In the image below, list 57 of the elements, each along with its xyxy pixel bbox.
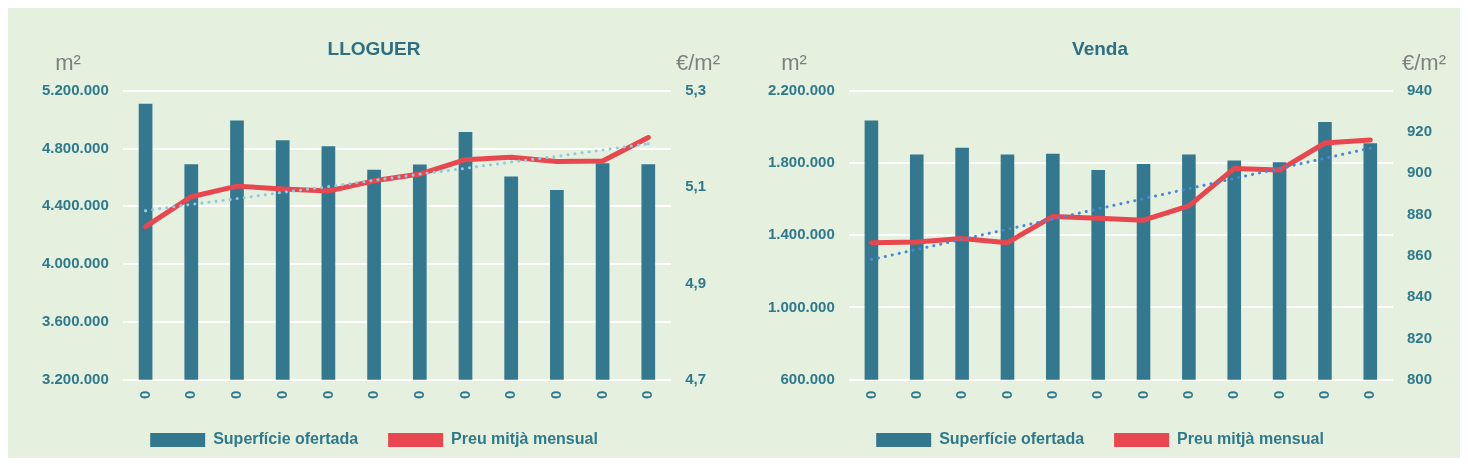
- y2-tick-label: 860: [1406, 246, 1432, 263]
- x-tick-label: 0: [181, 390, 199, 399]
- x-tick-label: 0: [409, 390, 427, 399]
- x-tick-label: 0: [952, 390, 970, 399]
- x-tick-label: 0: [1360, 390, 1378, 399]
- y2-tick-label: 820: [1406, 328, 1432, 346]
- x-tick-label: 0: [906, 390, 924, 399]
- x-tick-label: 0: [1269, 390, 1287, 399]
- x-tick-label: 0: [455, 390, 473, 399]
- legend-label: Preu mitjà mensual: [1177, 430, 1324, 448]
- x-tick-label: 0: [135, 390, 153, 399]
- y2-axis-title: €/m²: [676, 49, 720, 75]
- x-tick-label: 0: [1042, 390, 1060, 399]
- x-tick-label: 0: [547, 390, 565, 399]
- y2-tick-label: 920: [1406, 122, 1432, 140]
- y-tick-label: 1.000.000: [768, 297, 835, 315]
- x-tick-label: 0: [501, 390, 519, 399]
- x-tick-label: 0: [364, 390, 382, 399]
- y2-tick-label: 940: [1406, 80, 1432, 98]
- y-tick-label: 4.000.000: [42, 254, 109, 272]
- x-tick-label: 0: [318, 390, 336, 399]
- chart-title: Venda: [1072, 37, 1129, 59]
- y2-tick-label: 800: [1406, 369, 1432, 387]
- x-tick-label: 0: [1224, 390, 1242, 399]
- y2-tick-label: 4,7: [685, 369, 707, 387]
- y-tick-label: 3.600.000: [42, 312, 109, 330]
- y-tick-label: 1.400.000: [768, 225, 835, 243]
- y-axis-title: m²: [55, 49, 81, 75]
- y2-tick-label: 840: [1406, 287, 1432, 305]
- y2-tick-label: 880: [1406, 204, 1432, 222]
- legend-label: Preu mitjà mensual: [451, 430, 598, 448]
- x-tick-label: 0: [272, 390, 290, 399]
- x-tick-label: 0: [1088, 390, 1106, 399]
- y-tick-label: 4.400.000: [42, 196, 109, 214]
- y-tick-label: 1.800.000: [768, 153, 835, 171]
- x-tick-label: 0: [997, 390, 1015, 399]
- y-tick-label: 3.200.000: [42, 369, 109, 387]
- y-tick-label: 2.200.000: [768, 80, 835, 98]
- y2-tick-label: 5,1: [685, 177, 707, 195]
- y2-tick-label: 4,9: [685, 273, 707, 291]
- y2-tick-label: 900: [1406, 163, 1432, 181]
- legend-label: Superfície ofertada: [213, 430, 359, 448]
- x-tick-label: 0: [1315, 390, 1333, 399]
- x-tick-label: 0: [1179, 390, 1197, 399]
- legend-label: Superfície ofertada: [939, 430, 1085, 448]
- x-tick-label: 0: [638, 390, 656, 399]
- y2-tick-label: 5,3: [685, 80, 707, 98]
- x-tick-label: 0: [227, 390, 245, 399]
- y2-axis-title: €/m²: [1402, 49, 1446, 75]
- y-tick-label: 600.000: [780, 369, 835, 387]
- y-tick-label: 5.200.000: [42, 80, 109, 98]
- y-axis-title: m²: [781, 49, 807, 75]
- chart-title: LLOGUER: [327, 37, 421, 59]
- x-tick-label: 0: [592, 390, 610, 399]
- y-tick-label: 4.800.000: [42, 138, 109, 156]
- x-tick-label: 0: [861, 390, 879, 399]
- x-tick-label: 0: [1133, 390, 1151, 399]
